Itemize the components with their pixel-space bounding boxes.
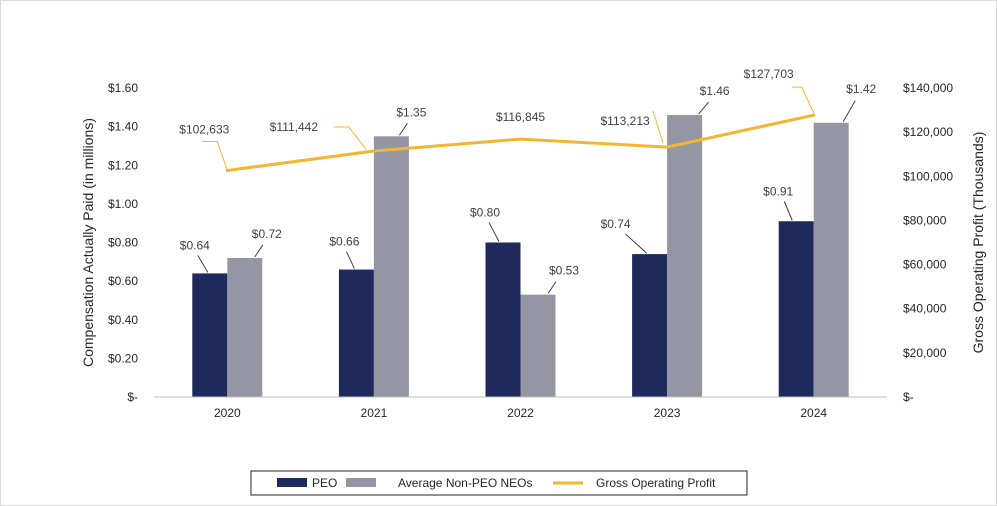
data-label-leader-line [625,233,647,254]
y-right-tick-label: $120,000 [903,125,953,139]
bar-non-peo-neo [813,122,849,397]
bar-peo-data-label: $0.74 [601,217,631,231]
bar-peo [632,254,668,397]
bar-peo-data-label: $0.80 [470,206,500,220]
legend-label-peo: PEO [312,476,337,490]
bar-non-peo-neo [667,115,703,397]
legend-swatch-peo [277,478,307,487]
bar-peo [338,269,374,397]
line-point [665,145,669,149]
data-label-leader-line [783,201,793,221]
legend-label-gross-operating-profit: Gross Operating Profit [596,476,716,490]
data-label-leader-line [197,255,209,273]
bar-non-peo-neo [227,257,263,397]
x-category-label: 2023 [654,406,681,420]
legend-swatch-non-peo-neo [346,478,376,487]
y-right-tick-label: $100,000 [903,169,953,183]
y-left-tick-label: $1.20 [108,158,138,172]
bar-peo [778,221,814,397]
bar-peo [192,273,228,397]
y-left-axis-title: Compensation Actually Paid (in millions) [80,118,96,367]
x-category-label: 2021 [361,406,388,420]
line-data-label: $127,703 [744,67,794,81]
bar-non-peo-neo-data-label: $1.35 [396,105,426,119]
y-right-tick-label: $80,000 [903,213,947,227]
data-label-leader-line [652,110,664,144]
legend-box [250,470,748,496]
line-point [519,137,522,141]
y-left-tick-label: $0.20 [108,351,138,365]
line-point [812,113,816,117]
bar-non-peo-neo [373,136,409,397]
data-label-leader-line [842,100,856,123]
y-left-tick-label: $1.40 [108,120,138,134]
bar-non-peo-neo-data-label: $1.42 [846,82,876,96]
bar-non-peo-neo-data-label: $0.53 [549,264,579,278]
line-data-label: $102,633 [179,122,229,136]
data-label-leader-line [547,281,557,294]
y-right-axis-title: Gross Operating Profit (Thousands) [970,132,986,354]
data-label-leader-line [345,251,355,269]
y-left-tick-label: $0.60 [108,274,138,288]
bar-non-peo-neo-data-label: $1.46 [700,84,730,98]
bar-peo-data-label: $0.64 [180,238,210,252]
legend-label-non-peo-neo: Average Non-PEO NEOs [398,476,533,490]
y-right-tick-label: $140,000 [903,81,953,95]
bar-peo-data-label: $0.91 [763,184,793,198]
bar-non-peo-neo-data-label: $0.72 [252,227,282,241]
data-label-leader-line [398,123,408,136]
x-category-label: 2020 [214,406,241,420]
y-right-tick-label: $40,000 [903,302,947,316]
bar-peo [485,242,521,397]
x-category-label: 2024 [800,406,827,420]
data-label-leader-line [791,86,815,114]
data-label-leader-line [202,140,228,171]
data-label-leader-line [333,126,367,150]
line-data-label: $113,213 [601,114,650,128]
y-right-tick-label: $20,000 [903,346,947,360]
line-point [372,149,376,153]
data-label-leader-line [488,222,500,242]
y-right-tick-label: $- [903,390,914,404]
data-label-leader-line [698,101,709,115]
y-left-tick-label: $1.00 [108,197,138,211]
line-data-label: $116,845 [496,110,545,124]
data-label-leader-line [254,244,264,258]
y-left-tick-label: $1.60 [108,81,138,95]
bar-non-peo-neo [520,294,556,397]
y-right-tick-label: $60,000 [903,258,947,272]
y-left-tick-label: $0.80 [108,236,138,250]
y-left-tick-label: $0.40 [108,313,138,327]
line-data-label: $111,442 [270,120,319,134]
y-left-tick-label: $- [127,390,138,404]
bar-peo-data-label: $0.66 [329,235,359,249]
x-category-label: 2022 [507,406,534,420]
